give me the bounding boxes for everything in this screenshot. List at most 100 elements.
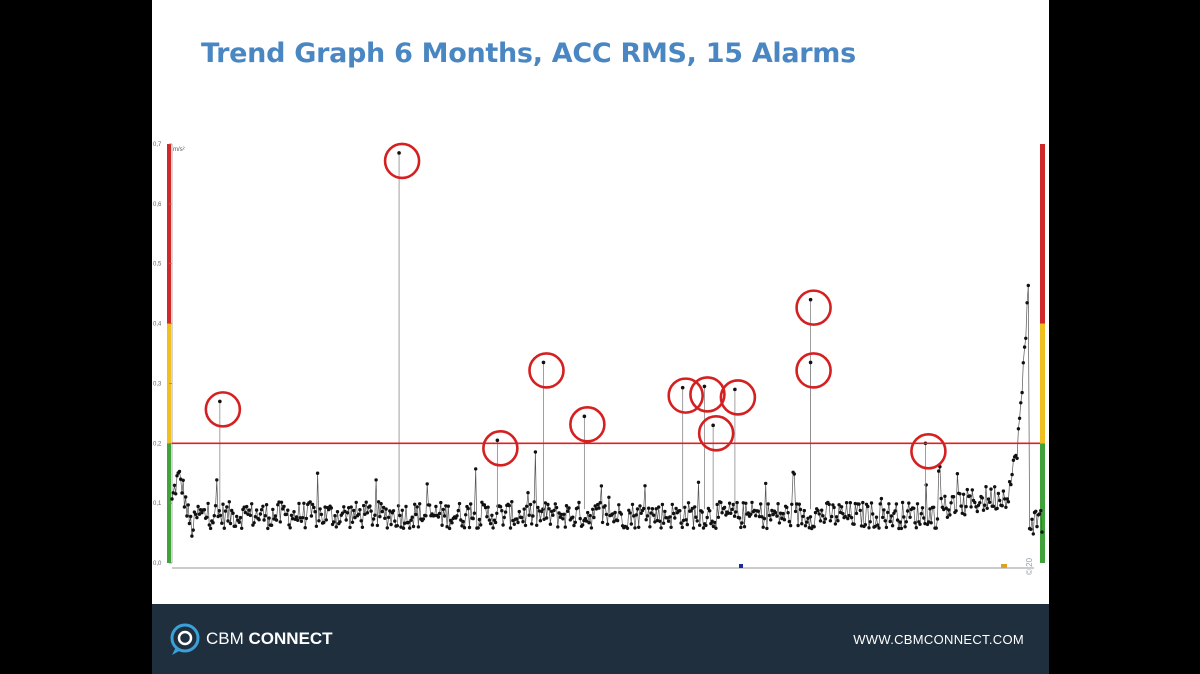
trend-point (543, 501, 548, 505)
trend-point (695, 519, 699, 523)
trend-point (773, 511, 778, 515)
alarm-point (733, 387, 737, 392)
trend-point (898, 520, 902, 524)
trend-point (532, 500, 536, 504)
trend-point (491, 526, 495, 530)
trend-point (535, 523, 539, 527)
trend-point (610, 512, 615, 516)
trend-point (652, 513, 656, 517)
trend-point (908, 515, 912, 519)
trend-point (599, 484, 604, 488)
trend-point (528, 502, 533, 507)
trend-point (439, 500, 443, 505)
trend-point (668, 515, 672, 519)
trend-point (715, 502, 719, 507)
trend-point (849, 515, 854, 520)
trend-point (638, 504, 642, 508)
trend-point (978, 501, 982, 505)
trend-point (368, 504, 372, 508)
trend-point (418, 502, 422, 506)
trend-point (521, 520, 525, 524)
trend-point (373, 513, 377, 517)
trend-point (193, 512, 198, 516)
trend-point (485, 515, 489, 519)
trend-point (730, 507, 734, 512)
trend-point (844, 501, 849, 505)
trend-point (573, 520, 577, 524)
trend-point (467, 525, 472, 530)
trend-point (301, 516, 305, 520)
trend-point (406, 520, 411, 525)
trend-point (1006, 500, 1011, 504)
alarm-point (541, 360, 546, 365)
trend-point (817, 512, 821, 516)
trend-point (1003, 497, 1007, 501)
trend-point (839, 505, 844, 509)
trend-point (679, 521, 683, 525)
trend-point (220, 521, 224, 525)
trend-point (928, 507, 932, 511)
alarm-point (680, 385, 685, 390)
trend-point (263, 514, 267, 518)
trend-point (649, 511, 653, 515)
trend-point (277, 500, 281, 504)
trend-point (515, 517, 519, 521)
trend-chart: 0,0 0,1 0,2 0,3 0,4 0,5 0,6 0,7 m/s² (153, 142, 1045, 569)
trend-point (385, 526, 389, 530)
trend-point (415, 505, 419, 509)
trend-point (989, 487, 993, 491)
trend-point (542, 517, 546, 521)
trend-point (469, 502, 473, 506)
trend-point (466, 506, 470, 511)
trend-point (696, 480, 701, 484)
trend-point (531, 514, 535, 518)
trend-point (1021, 361, 1025, 365)
trend-point (830, 514, 834, 519)
trend-point (322, 520, 326, 525)
trend-point (482, 503, 487, 507)
trend-point (181, 478, 185, 482)
trend-point (359, 519, 363, 523)
trend-point (795, 502, 799, 506)
trend-point (746, 511, 750, 515)
trend-point (174, 492, 178, 496)
trend-point (259, 508, 264, 512)
trend-point (421, 517, 426, 521)
trend-point (711, 524, 716, 529)
trend-point (874, 515, 879, 519)
trend-point (974, 505, 978, 509)
trend-point (965, 487, 969, 492)
trend-point (335, 510, 340, 514)
y-tick-label: 0,2 (153, 441, 162, 447)
trend-point (541, 507, 545, 511)
trend-point (996, 491, 1001, 496)
trend-point (820, 508, 824, 512)
trend-point (561, 517, 565, 521)
y-tick-label: 0,1 (153, 501, 162, 507)
trend-point (474, 467, 478, 471)
trend-point (345, 511, 350, 515)
trend-point (943, 494, 947, 498)
trend-point (991, 504, 996, 508)
trend-point (584, 519, 589, 523)
trend-point (381, 505, 386, 510)
trend-point (567, 506, 571, 510)
trend-point (221, 502, 225, 506)
trend-point (612, 520, 616, 524)
trend-point (1040, 530, 1044, 534)
trend-point (261, 504, 265, 508)
footer: CBM CONNECT WWW.CBMCONNECT.COM (152, 604, 1049, 674)
trend-point (566, 509, 570, 513)
trend-point (803, 524, 808, 528)
trend-point (945, 515, 950, 519)
trend-point (310, 502, 315, 507)
trend-point (822, 520, 826, 524)
trend-point (922, 516, 926, 520)
trend-point (858, 508, 862, 513)
trend-point (444, 504, 448, 508)
trend-point (878, 502, 882, 506)
trend-point (750, 500, 754, 505)
trend-point (362, 503, 366, 508)
website-link[interactable]: WWW.CBMCONNECT.COM (853, 632, 1024, 647)
brand-name: CBM CONNECT (206, 629, 333, 649)
